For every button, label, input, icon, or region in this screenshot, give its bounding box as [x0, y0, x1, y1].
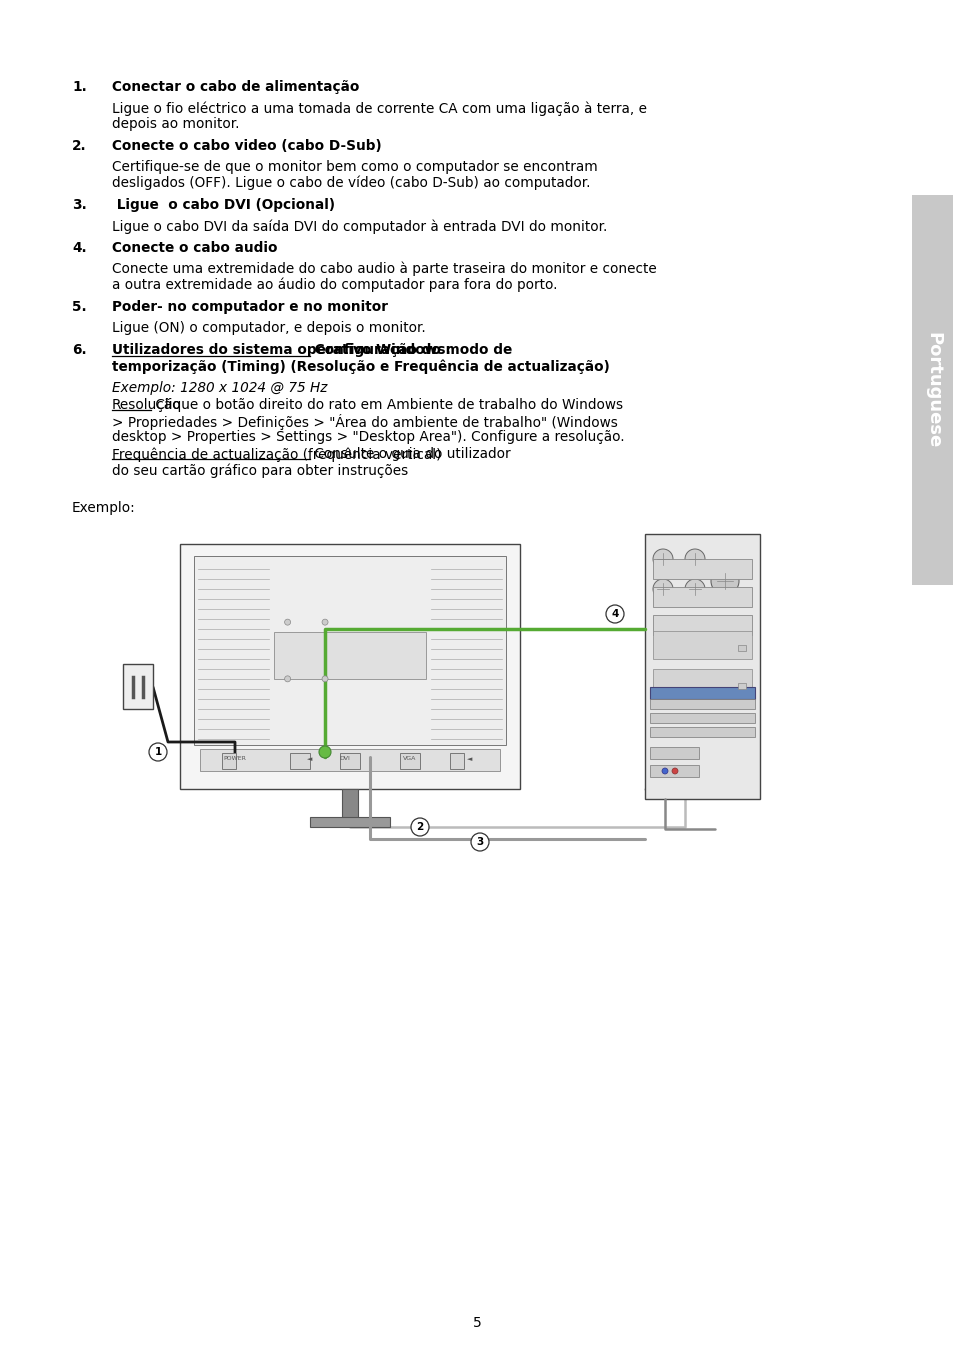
- Bar: [180, 545, 519, 789]
- Text: DVI: DVI: [339, 756, 350, 762]
- Circle shape: [671, 768, 678, 774]
- Text: desktop > Properties > Settings > "Desktop Area"). Configure a resolução.: desktop > Properties > Settings > "Deskt…: [112, 430, 624, 443]
- Text: POWER: POWER: [223, 756, 246, 762]
- Text: Ligue  o cabo DVI (Opcional): Ligue o cabo DVI (Opcional): [112, 198, 335, 212]
- Circle shape: [471, 833, 489, 851]
- Text: Ligue o cabo DVI da saída DVI do computador à entrada DVI do monitor.: Ligue o cabo DVI da saída DVI do computa…: [112, 218, 607, 233]
- Bar: [123, 665, 152, 709]
- Text: 4.: 4.: [71, 241, 87, 255]
- Bar: [341, 789, 357, 821]
- Text: depois ao monitor.: depois ao monitor.: [112, 117, 239, 131]
- Circle shape: [284, 675, 291, 682]
- Text: ◄: ◄: [467, 756, 472, 762]
- Bar: [339, 754, 359, 768]
- Text: 1.: 1.: [71, 80, 87, 94]
- Text: VGA: VGA: [403, 756, 416, 762]
- Bar: [649, 747, 699, 759]
- Bar: [649, 727, 754, 737]
- Circle shape: [710, 568, 739, 594]
- Bar: [738, 644, 745, 651]
- Bar: [310, 817, 390, 828]
- Circle shape: [284, 619, 291, 625]
- Bar: [274, 632, 426, 679]
- Bar: [911, 195, 953, 585]
- Text: a outra extremidade ao áudio do computador para fora do porto.: a outra extremidade ao áudio do computad…: [112, 278, 557, 293]
- Text: Exemplo:: Exemplo:: [71, 501, 135, 515]
- Circle shape: [149, 743, 167, 762]
- Bar: [652, 631, 751, 659]
- Circle shape: [661, 768, 667, 774]
- Text: Ligue (ON) o computador, e depois o monitor.: Ligue (ON) o computador, e depois o moni…: [112, 321, 425, 336]
- Text: 4: 4: [611, 609, 618, 619]
- Bar: [738, 683, 745, 689]
- Text: Consulte o guia do utilizador: Consulte o guia do utilizador: [309, 448, 510, 461]
- Text: Poder- no computador e no monitor: Poder- no computador e no monitor: [112, 301, 388, 314]
- Text: Resolução: Resolução: [112, 398, 181, 412]
- Text: Conecte uma extremidade do cabo audio à parte traseira do monitor e conecte: Conecte uma extremidade do cabo audio à …: [112, 262, 656, 276]
- Bar: [649, 687, 754, 700]
- Circle shape: [605, 605, 623, 623]
- Text: temporização (Timing) (Resolução e Frequência de actualização): temporização (Timing) (Resolução e Frequ…: [112, 360, 609, 375]
- Circle shape: [684, 580, 704, 599]
- Text: Conecte o cabo audio: Conecte o cabo audio: [112, 241, 277, 255]
- Text: Frequência de actualização (frequência vertical): Frequência de actualização (frequência v…: [112, 448, 441, 461]
- Circle shape: [652, 549, 672, 569]
- Text: Clique o botão direito do rato em Ambiente de trabalho do Windows: Clique o botão direito do rato em Ambien…: [151, 398, 622, 412]
- Text: Ligue o fio eléctrico a uma tomada de corrente CA com uma ligação à terra, e: Ligue o fio eléctrico a uma tomada de co…: [112, 101, 646, 116]
- Bar: [290, 754, 310, 768]
- Circle shape: [322, 675, 328, 682]
- Bar: [649, 713, 754, 723]
- Bar: [652, 586, 751, 607]
- Bar: [200, 749, 499, 771]
- Text: 5.: 5.: [71, 301, 87, 314]
- Bar: [399, 754, 419, 768]
- Text: 3: 3: [476, 837, 483, 847]
- Bar: [450, 754, 463, 768]
- Bar: [193, 555, 505, 745]
- Circle shape: [322, 619, 328, 625]
- Text: 6.: 6.: [71, 342, 87, 357]
- Text: desligados (OFF). Ligue o cabo de vídeo (cabo D-Sub) ao computador.: desligados (OFF). Ligue o cabo de vídeo …: [112, 177, 590, 190]
- Text: do seu cartão gráfico para obter instruções: do seu cartão gráfico para obter instruç…: [112, 462, 408, 477]
- Bar: [222, 754, 235, 768]
- Text: 3.: 3.: [71, 198, 87, 212]
- Text: Portuguese: Portuguese: [923, 332, 941, 448]
- Circle shape: [318, 745, 331, 758]
- Bar: [652, 615, 751, 635]
- Text: Conectar o cabo de alimentação: Conectar o cabo de alimentação: [112, 80, 359, 94]
- Bar: [649, 700, 754, 709]
- Text: Utilizadores do sistema operativo Windows:: Utilizadores do sistema operativo Window…: [112, 342, 451, 357]
- Text: 2.: 2.: [71, 139, 87, 154]
- Text: Exemplo: 1280 x 1024 @ 75 Hz: Exemplo: 1280 x 1024 @ 75 Hz: [112, 381, 327, 395]
- Text: Certifique-se de que o monitor bem como o computador se encontram: Certifique-se de que o monitor bem como …: [112, 160, 598, 174]
- Text: ◄: ◄: [307, 756, 313, 762]
- Circle shape: [411, 818, 429, 836]
- Bar: [652, 559, 751, 580]
- Circle shape: [684, 549, 704, 569]
- Text: 5: 5: [472, 1316, 481, 1330]
- Text: Configuração do modo de: Configuração do modo de: [309, 342, 511, 357]
- Text: 2: 2: [416, 822, 423, 832]
- Bar: [652, 669, 751, 697]
- Text: Conecte o cabo video (cabo D-Sub): Conecte o cabo video (cabo D-Sub): [112, 139, 381, 154]
- Text: > Propriedades > Definições > "Área do ambiente de trabalho" (Windows: > Propriedades > Definições > "Área do a…: [112, 414, 618, 430]
- Text: 1: 1: [154, 747, 161, 758]
- Circle shape: [652, 580, 672, 599]
- Bar: [649, 766, 699, 776]
- Bar: [644, 534, 760, 799]
